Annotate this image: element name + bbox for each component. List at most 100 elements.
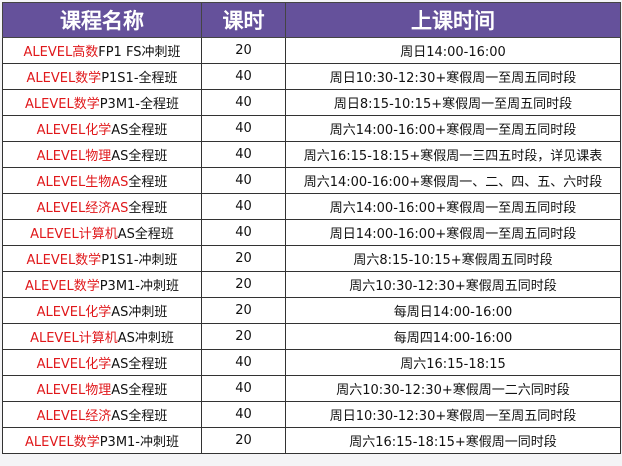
course-name-cell: ALEVEL经济AS全程班 — [2, 193, 202, 220]
header-hours: 课时 — [201, 2, 286, 38]
course-name-cell: ALEVEL数学P1S1-冲刺班 — [2, 245, 202, 272]
time-cell: 周六14:00-16:00+寒假周一至周五同时段 — [285, 115, 621, 142]
hours-cell: 40 — [201, 401, 286, 428]
course-name-cell: ALEVEL数学P1S1-全程班 — [2, 63, 202, 90]
hours-cell: 40 — [201, 115, 286, 142]
course-name-rest: AS全程班 — [111, 383, 168, 398]
course-name-rest: AS全程班 — [117, 227, 174, 242]
table-row: ALEVEL数学P3M1-冲刺班 20 周六16:15-18:15+寒假周一同时段 — [2, 427, 621, 454]
course-name-rest: 全程班 — [128, 201, 168, 216]
course-name-cell: ALEVEL化学AS全程班 — [2, 115, 202, 142]
table-row: ALEVEL数学P3M1-全程班 40 周日8:15-10:15+寒假周一至周五同时… — [2, 89, 621, 116]
course-name-rest: AS全程班 — [111, 409, 168, 424]
course-name-highlight: ALEVEL化学 — [36, 357, 112, 372]
table-row: ALEVEL经济AS全程班 40 周日10:30-12:30+寒假周一至周五同时段 — [2, 401, 621, 428]
header-row: 课程名称 课时 上课时间 — [2, 2, 621, 38]
course-name-rest: FP1 FS冲刺班 — [98, 45, 181, 60]
hours-cell: 20 — [201, 427, 286, 454]
course-name-cell: ALEVEL生物AS全程班 — [2, 167, 202, 194]
course-name-highlight: ALEVEL数学 — [25, 279, 100, 294]
course-name-cell: ALEVEL化学AS全程班 — [2, 349, 202, 376]
hours-cell: 40 — [201, 141, 286, 168]
course-name-cell: ALEVEL计算机AS全程班 — [2, 219, 202, 246]
time-cell: 周六16:15-18:15 — [285, 349, 621, 376]
course-name-highlight: ALEVEL物理 — [36, 149, 112, 164]
course-name-cell: ALEVEL数学P3M1-冲刺班 — [2, 427, 202, 454]
time-cell: 周六14:00-16:00+寒假周一、二、四、五、六时段 — [285, 167, 621, 194]
table-row: ALEVEL物理AS全程班 40 周六16:15-18:15+寒假周一三四五时段，详… — [2, 141, 621, 168]
course-name-highlight: ALEVEL数学 — [25, 435, 100, 450]
course-name-highlight: ALEVEL化学 — [36, 305, 112, 320]
time-cell: 每周四14:00-16:00 — [285, 323, 621, 350]
course-name-rest: P1S1-冲刺班 — [101, 253, 178, 268]
course-name-rest: P3M1-全程班 — [99, 97, 179, 112]
time-cell: 周六8:15-10:15+寒假周五同时段 — [285, 245, 621, 272]
course-name-highlight: ALEVEL计算机 — [30, 331, 118, 346]
hours-cell: 20 — [201, 245, 286, 272]
course-name-rest: 全程班 — [128, 175, 168, 190]
time-cell: 周六16:15-18:15+寒假周一同时段 — [285, 427, 621, 454]
hours-cell: 40 — [201, 167, 286, 194]
time-cell: 周日14:00-16:00 — [285, 37, 621, 64]
course-name-highlight: ALEVEL数学 — [26, 253, 102, 268]
course-name-rest: AS冲刺班 — [117, 331, 174, 346]
time-cell: 周六10:30-12:30+寒假周一二六同时段 — [285, 375, 621, 402]
course-name-highlight: ALEVEL经济AS — [36, 201, 129, 216]
header-course-name: 课程名称 — [2, 2, 202, 38]
course-name-rest: P3M1-冲刺班 — [99, 435, 179, 450]
hours-cell: 20 — [201, 323, 286, 350]
table-row: ALEVEL数学P1S1-冲刺班 20 周六8:15-10:15+寒假周五同时段 — [2, 245, 621, 272]
hours-cell: 20 — [201, 37, 286, 64]
hours-cell: 40 — [201, 375, 286, 402]
course-name-rest: AS冲刺班 — [111, 305, 168, 320]
time-cell: 周日8:15-10:15+寒假周一至周五同时段 — [285, 89, 621, 116]
table-row: ALEVEL数学P3M1-冲刺班 20 周六10:30-12:30+寒假周五同时段 — [2, 271, 621, 298]
course-name-cell: ALEVEL高数FP1 FS冲刺班 — [2, 37, 202, 64]
course-name-rest: AS全程班 — [111, 123, 168, 138]
course-name-highlight: ALEVEL高数 — [23, 45, 99, 60]
time-cell: 周日14:00-16:00+寒假周一至周五同时段 — [285, 219, 621, 246]
hours-cell: 40 — [201, 349, 286, 376]
hours-cell: 40 — [201, 89, 286, 116]
course-name-cell: ALEVEL物理AS全程班 — [2, 375, 202, 402]
table-row: ALEVEL生物AS全程班 40 周六14:00-16:00+寒假周一、二、四、五、… — [2, 167, 621, 194]
course-name-cell: ALEVEL数学P3M1-全程班 — [2, 89, 202, 116]
course-name-cell: ALEVEL经济AS全程班 — [2, 401, 202, 428]
hours-cell: 20 — [201, 297, 286, 324]
hours-cell: 40 — [201, 63, 286, 90]
table-row: ALEVEL计算机AS冲刺班 20 每周四14:00-16:00 — [2, 323, 621, 350]
hours-cell: 40 — [201, 219, 286, 246]
table-row: ALEVEL高数FP1 FS冲刺班 20 周日14:00-16:00 — [2, 37, 621, 64]
table-row: ALEVEL计算机AS全程班 40 周日14:00-16:00+寒假周一至周五同时段 — [2, 219, 621, 246]
course-name-cell: ALEVEL化学AS冲刺班 — [2, 297, 202, 324]
course-name-highlight: ALEVEL生物AS — [36, 175, 129, 190]
course-name-rest: AS全程班 — [111, 357, 168, 372]
hours-cell: 20 — [201, 271, 286, 298]
course-schedule-table: 课程名称 课时 上课时间 ALEVEL高数FP1 FS冲刺班 20 周日14:00-… — [2, 2, 621, 454]
course-name-highlight: ALEVEL数学 — [26, 71, 102, 86]
time-cell: 周日10:30-12:30+寒假周一至周五同时段 — [285, 401, 621, 428]
course-name-rest: P1S1-全程班 — [101, 71, 178, 86]
table-row: ALEVEL数学P1S1-全程班 40 周日10:30-12:30+寒假周一至周五同… — [2, 63, 621, 90]
table-row: ALEVEL化学AS全程班 40 周六14:00-16:00+寒假周一至周五同时段 — [2, 115, 621, 142]
table-row: ALEVEL化学AS冲刺班 20 每周日14:00-16:00 — [2, 297, 621, 324]
course-name-cell: ALEVEL计算机AS冲刺班 — [2, 323, 202, 350]
table-row: ALEVEL化学AS全程班 40 周六16:15-18:15 — [2, 349, 621, 376]
time-cell: 每周日14:00-16:00 — [285, 297, 621, 324]
course-name-cell: ALEVEL数学P3M1-冲刺班 — [2, 271, 202, 298]
time-cell: 周六10:30-12:30+寒假周五同时段 — [285, 271, 621, 298]
course-name-highlight: ALEVEL数学 — [25, 97, 100, 112]
course-name-rest: P3M1-冲刺班 — [99, 279, 179, 294]
table-row: ALEVEL经济AS全程班 40 周六14:00-16:00+寒假周一至周五同时段 — [2, 193, 621, 220]
course-name-rest: AS全程班 — [111, 149, 168, 164]
course-name-highlight: ALEVEL经济 — [36, 409, 112, 424]
time-cell: 周六16:15-18:15+寒假周一三四五时段，详见课表 — [285, 141, 621, 168]
course-name-highlight: ALEVEL计算机 — [30, 227, 118, 242]
time-cell: 周六14:00-16:00+寒假周一至周五同时段 — [285, 193, 621, 220]
course-name-highlight: ALEVEL化学 — [36, 123, 112, 138]
course-name-highlight: ALEVEL物理 — [36, 383, 112, 398]
time-cell: 周日10:30-12:30+寒假周一至周五同时段 — [285, 63, 621, 90]
course-name-cell: ALEVEL物理AS全程班 — [2, 141, 202, 168]
header-time: 上课时间 — [285, 2, 621, 38]
hours-cell: 40 — [201, 193, 286, 220]
